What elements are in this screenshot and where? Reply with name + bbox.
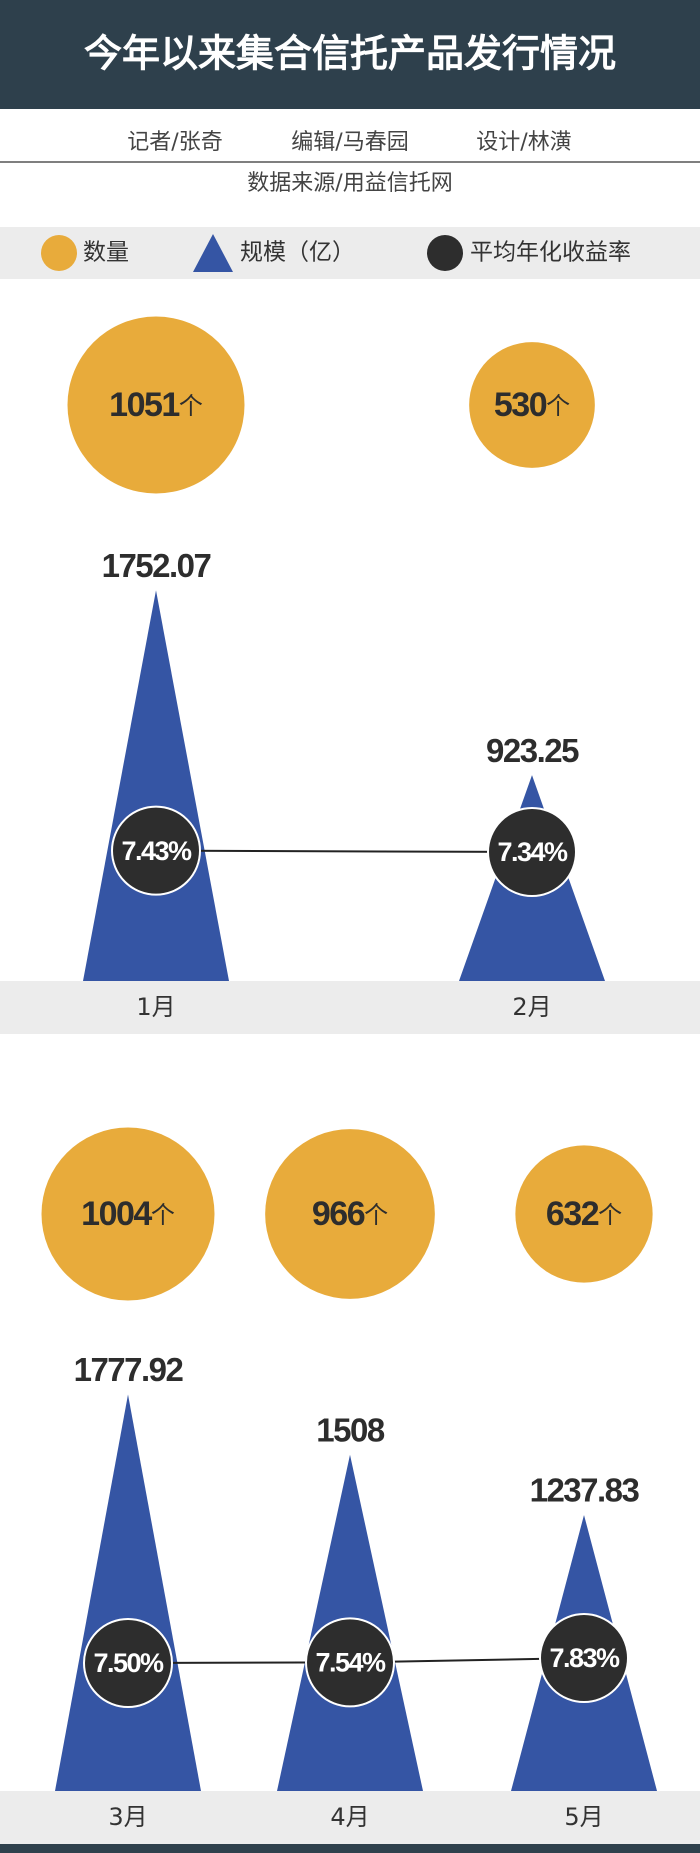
count-value: 632	[546, 1195, 599, 1233]
count-bubble	[515, 1145, 653, 1283]
count-unit: 个	[179, 392, 203, 420]
count-bubble	[469, 342, 595, 468]
scale-label: 1508	[316, 1411, 385, 1448]
scale-label: 1777.92	[74, 1351, 184, 1388]
legend-icon	[193, 234, 233, 272]
count-value: 530	[494, 386, 547, 424]
count-unit: 个	[546, 392, 570, 420]
count-label: 632个	[546, 1195, 622, 1233]
count-bubble	[41, 1127, 215, 1301]
x-tick-label: 2月	[512, 993, 551, 1021]
count-unit: 个	[151, 1201, 175, 1229]
count-bubble	[265, 1129, 435, 1299]
yield-line	[155, 849, 533, 853]
count-label: 1004个	[81, 1195, 175, 1233]
credit: 编辑/马春园	[291, 130, 408, 155]
footer-bar	[0, 1844, 700, 1853]
category-band	[0, 1791, 700, 1844]
credit: 记者/张奇	[127, 130, 222, 155]
yield-label: 7.54%	[315, 1648, 386, 1678]
scale-label: 1752.07	[102, 547, 211, 584]
count-value: 1004	[81, 1195, 152, 1233]
count-label: 966个	[312, 1195, 388, 1233]
scale-label: 923.25	[486, 732, 579, 769]
category-band	[0, 981, 700, 1034]
count-label: 1051个	[109, 386, 203, 424]
x-tick-label: 3月	[108, 1803, 147, 1831]
yield-label: 7.50%	[93, 1648, 164, 1678]
legend-label: 规模（亿）	[240, 240, 355, 266]
legend-label: 平均年化收益率	[470, 240, 631, 266]
yield-label: 7.43%	[121, 836, 192, 866]
yield-dot	[305, 1617, 395, 1708]
count-label: 530个	[494, 386, 570, 424]
title: 今年以来集合信托产品发行情况	[84, 32, 616, 76]
legend-icon	[427, 235, 463, 271]
header-bar	[0, 0, 700, 109]
x-tick-label: 5月	[564, 1803, 603, 1831]
yield-label: 7.83%	[549, 1643, 620, 1673]
count-value: 966	[312, 1195, 365, 1233]
yield-dot	[539, 1613, 629, 1704]
legend-icon	[41, 235, 77, 271]
legend-label: 数量	[83, 240, 129, 266]
scale-triangle	[55, 1394, 201, 1791]
yield-dot	[487, 807, 577, 897]
x-tick-label: 4月	[330, 1803, 369, 1831]
yield-dot	[111, 805, 201, 896]
source: 数据来源/用益信托网	[247, 171, 452, 196]
yield-dot	[83, 1618, 173, 1708]
scale-label: 1237.83	[530, 1472, 640, 1509]
credit: 设计/林潢	[476, 130, 571, 155]
yield-label: 7.34%	[497, 837, 568, 867]
count-unit: 个	[364, 1201, 388, 1229]
count-unit: 个	[598, 1201, 622, 1229]
x-tick-label: 1月	[136, 993, 175, 1021]
count-bubble	[67, 316, 245, 494]
scale-triangle	[83, 590, 229, 981]
legend-band	[0, 227, 700, 279]
count-value: 1051	[109, 386, 179, 424]
